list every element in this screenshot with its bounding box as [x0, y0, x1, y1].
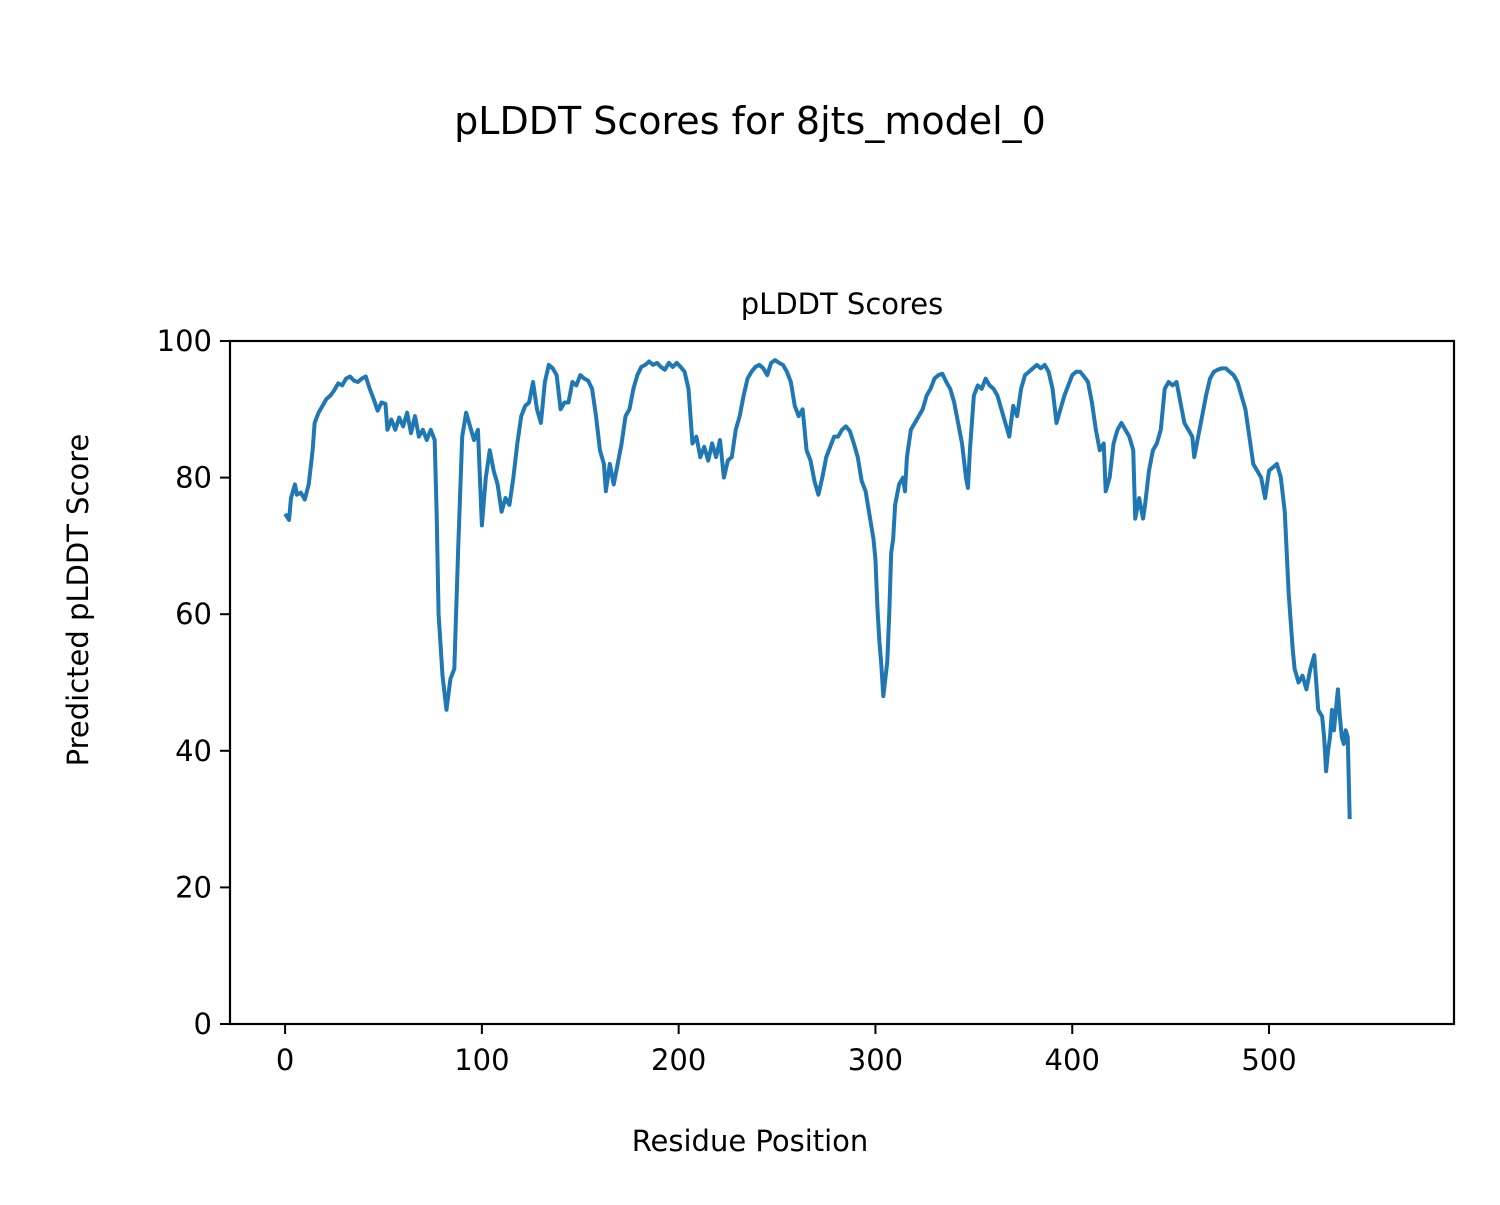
- y-tick-label: 80: [175, 461, 212, 495]
- y-tick-label: 40: [175, 734, 212, 768]
- x-tick-label: 200: [651, 1043, 706, 1077]
- x-axis-ticks: 0 100 200 300 400 500: [276, 1024, 1297, 1077]
- series-line-plddt: [283, 358, 1352, 820]
- axes-title: pLDDT Scores: [741, 287, 944, 321]
- y-tick-label: 0: [194, 1007, 212, 1041]
- x-tick-label: 300: [848, 1043, 903, 1077]
- x-axis-label: Residue Position: [632, 1124, 869, 1158]
- y-tick-label: 60: [175, 597, 212, 631]
- x-tick-label: 0: [276, 1043, 294, 1077]
- x-tick-label: 500: [1241, 1043, 1296, 1077]
- y-tick-label: 20: [175, 870, 212, 904]
- x-tick-label: 400: [1045, 1043, 1100, 1077]
- figure-suptitle: pLDDT Scores for 8jts_model_0: [454, 99, 1046, 143]
- y-axis-label: Predicted pLDDT Score: [61, 434, 95, 767]
- plot-frame: [228, 339, 1456, 1026]
- x-tick-label: 100: [454, 1043, 509, 1077]
- y-axis-ticks: 0 20 40 60 80 100: [157, 324, 230, 1041]
- y-tick-label: 100: [157, 324, 212, 358]
